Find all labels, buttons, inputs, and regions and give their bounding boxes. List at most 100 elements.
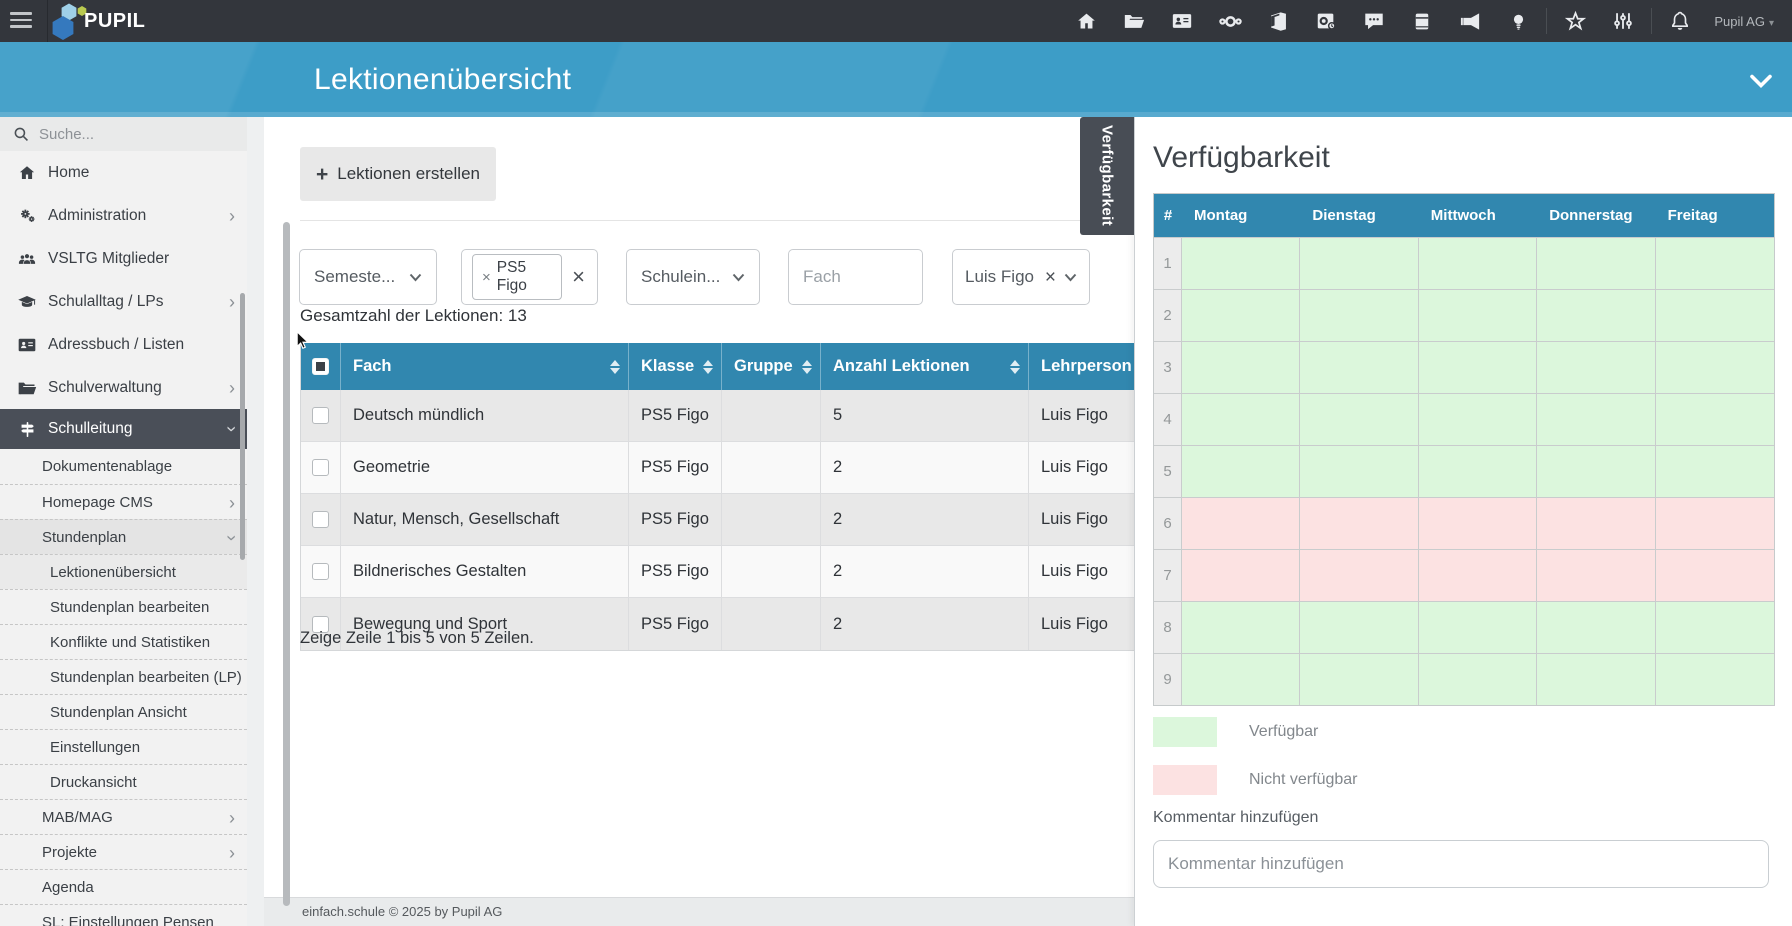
- availability-cell[interactable]: [1300, 393, 1419, 445]
- availability-cell[interactable]: [1418, 341, 1538, 393]
- folder-icon[interactable]: [1110, 0, 1158, 42]
- office-icon[interactable]: [1254, 0, 1302, 42]
- availability-cell[interactable]: [1655, 341, 1774, 393]
- sidebar-subitem-stundenplan-bearbeiten-lp[interactable]: Stundenplan bearbeiten (LP): [0, 659, 247, 694]
- sidebar-item-adressbuch[interactable]: Adressbuch / Listen: [0, 323, 247, 366]
- lightbulb-icon[interactable]: [1494, 0, 1542, 42]
- main-scrollbar[interactable]: [283, 222, 290, 906]
- sidebar-subitem-agenda[interactable]: Agenda: [0, 869, 247, 904]
- availability-cell[interactable]: [1537, 393, 1656, 445]
- availability-cell[interactable]: [1537, 497, 1656, 549]
- sidebar-item-schulverwaltung[interactable]: Schulverwaltung ›: [0, 366, 247, 409]
- availability-cell[interactable]: [1418, 445, 1538, 497]
- availability-cell[interactable]: [1300, 237, 1419, 289]
- availability-cell[interactable]: [1655, 445, 1774, 497]
- outlook-icon[interactable]: [1302, 0, 1350, 42]
- sort-icon[interactable]: [1010, 359, 1020, 374]
- collapse-header-chevron-icon[interactable]: [1748, 72, 1774, 95]
- availability-cell[interactable]: [1655, 497, 1774, 549]
- availability-cell[interactable]: [1537, 289, 1656, 341]
- row-checkbox[interactable]: [312, 615, 329, 633]
- sliders-icon[interactable]: [1599, 0, 1647, 42]
- sidebar-subitem-homepage-cms[interactable]: Homepage CMS ›: [0, 484, 247, 519]
- sort-icon[interactable]: [703, 359, 713, 374]
- fach-filter-field[interactable]: [788, 249, 923, 305]
- sort-icon[interactable]: [610, 359, 620, 374]
- star-icon[interactable]: [1551, 0, 1599, 42]
- availability-cell[interactable]: [1182, 549, 1301, 601]
- availability-cell[interactable]: [1182, 237, 1301, 289]
- availability-cell[interactable]: [1182, 393, 1301, 445]
- chat-icon[interactable]: [1350, 0, 1398, 42]
- availability-cell[interactable]: [1655, 393, 1774, 445]
- availability-cell[interactable]: [1300, 341, 1419, 393]
- sidebar-search[interactable]: [0, 117, 247, 151]
- home-icon[interactable]: [1062, 0, 1110, 42]
- availability-cell[interactable]: [1655, 653, 1774, 705]
- availability-cell[interactable]: [1418, 601, 1538, 653]
- availability-cell[interactable]: [1537, 601, 1656, 653]
- sidebar-subitem-druckansicht[interactable]: Druckansicht: [0, 764, 247, 799]
- lehrperson-filter-select[interactable]: Luis Figo ×: [952, 249, 1090, 305]
- remove-tag-icon[interactable]: ×: [482, 268, 491, 286]
- sidebar-subitem-projekte[interactable]: Projekte ›: [0, 834, 247, 869]
- availability-cell[interactable]: [1418, 549, 1538, 601]
- clear-filter-icon[interactable]: ×: [572, 264, 585, 289]
- availability-cell[interactable]: [1418, 237, 1538, 289]
- availability-cell[interactable]: [1300, 549, 1419, 601]
- availability-cell[interactable]: [1182, 601, 1301, 653]
- klasse-filter-multiselect[interactable]: × PS5 Figo ×: [461, 249, 598, 305]
- journal-icon[interactable]: [1398, 0, 1446, 42]
- sidebar-subitem-dokumentenablage[interactable]: Dokumentenablage: [42, 458, 173, 475]
- row-checkbox[interactable]: [312, 407, 329, 424]
- comment-input[interactable]: [1153, 840, 1769, 888]
- availability-tab[interactable]: Verfügbarkeit: [1080, 117, 1134, 235]
- fach-filter-input[interactable]: [789, 250, 922, 304]
- sidebar-scrollbar[interactable]: [240, 293, 245, 560]
- megaphone-icon[interactable]: [1446, 0, 1494, 42]
- availability-cell[interactable]: [1655, 549, 1774, 601]
- availability-cell[interactable]: [1182, 445, 1301, 497]
- table-row[interactable]: Bildnerisches Gestalten PS5 Figo 2 Luis Fig…: [301, 546, 1134, 598]
- availability-cell[interactable]: [1418, 497, 1538, 549]
- cloud-icon[interactable]: [1206, 0, 1254, 42]
- availability-cell[interactable]: [1300, 497, 1419, 549]
- select-all-checkbox[interactable]: [312, 358, 329, 375]
- availability-cell[interactable]: [1418, 289, 1538, 341]
- sidebar-subitem-stundenplan[interactable]: Stundenplan ›: [0, 519, 247, 554]
- account-menu[interactable]: Pupil AG ▾: [1704, 14, 1792, 29]
- sort-icon[interactable]: [802, 359, 812, 374]
- availability-cell[interactable]: [1537, 445, 1656, 497]
- hamburger-icon[interactable]: [10, 12, 36, 30]
- sidebar-subitem-sl-einstellungen-pensen[interactable]: SL: Einstellungen Pensen: [0, 904, 247, 926]
- row-checkbox[interactable]: [312, 459, 329, 476]
- availability-cell[interactable]: [1300, 289, 1419, 341]
- availability-cell[interactable]: [1300, 653, 1419, 705]
- sidebar-subitem-mab-mag[interactable]: MAB/MAG ›: [0, 799, 247, 834]
- availability-cell[interactable]: [1537, 653, 1656, 705]
- semester-filter-select[interactable]: Semeste...: [299, 249, 437, 305]
- sidebar-item-schulleitung[interactable]: Schulleitung ›: [0, 409, 247, 449]
- availability-cell[interactable]: [1655, 601, 1774, 653]
- availability-cell[interactable]: [1182, 289, 1301, 341]
- sidebar-item-administration[interactable]: Administration ›: [0, 194, 247, 237]
- table-row[interactable]: Deutsch mündlich PS5 Figo 5 Luis Figo: [301, 390, 1134, 442]
- availability-cell[interactable]: [1655, 237, 1774, 289]
- availability-cell[interactable]: [1418, 393, 1538, 445]
- availability-cell[interactable]: [1300, 601, 1419, 653]
- sidebar-subitem-einstellungen[interactable]: Einstellungen: [0, 729, 247, 764]
- search-input[interactable]: [39, 125, 219, 143]
- availability-cell[interactable]: [1300, 445, 1419, 497]
- availability-cell[interactable]: [1537, 341, 1656, 393]
- sidebar-subitem-stundenplan-ansicht[interactable]: Stundenplan Ansicht: [0, 694, 247, 729]
- clear-filter-icon[interactable]: ×: [1044, 266, 1056, 288]
- table-row[interactable]: Bewegung und Sport PS5 Figo 2 Luis Figo: [301, 598, 1134, 650]
- availability-cell[interactable]: [1182, 497, 1301, 549]
- sidebar-item-schulalltag[interactable]: Schulalltag / LPs ›: [0, 280, 247, 323]
- sidebar-item-vsltg-mitglieder[interactable]: VSLTG Mitglieder: [0, 237, 247, 280]
- table-row[interactable]: Natur, Mensch, Gesellschaft PS5 Figo 2 Luis…: [301, 494, 1134, 546]
- klasse-filter-tag[interactable]: × PS5 Figo: [472, 254, 563, 300]
- availability-cell[interactable]: [1182, 341, 1301, 393]
- sidebar-subitem-konflikte[interactable]: Konflikte und Statistiken: [0, 624, 247, 659]
- availability-cell[interactable]: [1537, 237, 1656, 289]
